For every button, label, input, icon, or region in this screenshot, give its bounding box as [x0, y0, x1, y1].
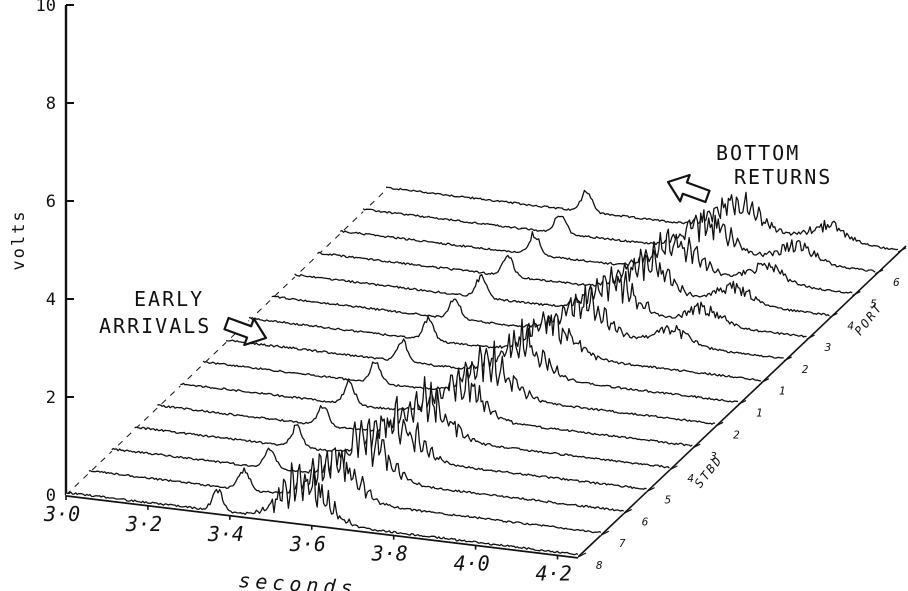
trace-mask	[317, 249, 830, 318]
depth-axis-right	[577, 245, 907, 558]
trace-line	[385, 186, 899, 251]
depth-tick-mark	[829, 312, 838, 318]
arrow-early-shape	[223, 316, 268, 347]
annotation-bottom-line2: RETURNS	[734, 165, 832, 189]
x-tick-label: 3·4	[207, 522, 244, 546]
depth-tick-mark	[577, 552, 587, 558]
y-tick-label: 8	[46, 94, 56, 114]
trace-mask	[294, 266, 807, 340]
trace-mask	[134, 396, 647, 492]
trace-line	[180, 367, 693, 447]
trace-line	[157, 376, 670, 469]
trace-mask	[111, 419, 624, 514]
arrow-early	[223, 316, 268, 347]
depth-tick-label: 5	[665, 494, 672, 507]
x-tick-label: 3·2	[125, 512, 162, 536]
depth-tick-label: 2	[802, 363, 809, 376]
trace-line	[294, 266, 807, 338]
x-axis-title: seconds	[238, 568, 359, 591]
traces	[65, 186, 899, 557]
arrow-bottom-shape	[666, 173, 711, 204]
depth-tick-label: 3	[824, 341, 832, 354]
y-tick-label: 2	[46, 388, 56, 408]
trace-line	[65, 462, 579, 556]
depth-tick-mark	[623, 508, 632, 514]
depth-tick-label: 4	[687, 472, 694, 485]
depth-tick-label: 3	[709, 450, 717, 463]
x-tick-label: 3·8	[371, 542, 408, 566]
depth-group-label: STBD	[692, 453, 726, 491]
annotation-early-line2: ARRIVALS	[99, 314, 211, 338]
trace-line	[134, 395, 647, 490]
depth-tick-mark	[737, 399, 747, 406]
depth-tick-label: 5	[870, 298, 877, 311]
y-axis-title: volts	[9, 209, 29, 270]
x-tick-label: 3·6	[289, 532, 326, 556]
depth-tick-label: 4	[847, 319, 854, 332]
depth-tick-label: 1	[756, 407, 763, 420]
depth-tick-label: 8	[596, 559, 603, 572]
depth-tick-mark	[783, 356, 792, 362]
depth-tick-mark	[897, 247, 907, 253]
trace-mask	[66, 462, 578, 557]
trace-line	[111, 418, 624, 512]
depth-tick-label: 6	[893, 276, 900, 289]
depth-tick-mark	[692, 443, 701, 449]
annotation-bottom-line1: BOTTOM	[716, 141, 800, 165]
depth-tick-mark	[806, 334, 815, 340]
depth-tick-mark	[669, 465, 678, 471]
depth-tick-mark	[874, 269, 884, 275]
trace-line	[248, 311, 762, 382]
depth-tick-label: 1	[779, 385, 786, 398]
y-tick-label: 0	[46, 486, 56, 506]
x-tick-label: 4·0	[454, 552, 490, 576]
x-tick-label: 4·2	[536, 562, 572, 586]
depth-group-label: PORT	[852, 300, 886, 338]
depth-tick-mark	[600, 530, 610, 536]
x-tick-label: 3·0	[43, 502, 80, 526]
y-tick-label: 10	[36, 0, 56, 16]
depth-tick-label: 7	[619, 537, 626, 550]
depth-tick-mark	[646, 487, 655, 493]
y-tick-label: 6	[46, 192, 56, 212]
y-tick-label: 4	[46, 290, 56, 310]
trace-mask	[157, 376, 670, 470]
depth-tick-label: 6	[642, 515, 649, 528]
trace-mask	[363, 208, 876, 274]
trace-line	[317, 248, 830, 317]
arrow-bottom	[666, 173, 711, 204]
depth-tick-mark	[714, 421, 724, 427]
trace-mask	[88, 448, 601, 536]
depth-tick-mark	[760, 378, 770, 384]
trace-line	[362, 208, 876, 273]
trace-line	[340, 228, 853, 294]
trace-mask	[271, 285, 784, 361]
annotation-early-line1: EARLY	[134, 287, 204, 311]
depth-tick-label: 2	[733, 428, 740, 441]
trace-line	[88, 447, 602, 534]
depth-tick-mark	[852, 291, 861, 297]
